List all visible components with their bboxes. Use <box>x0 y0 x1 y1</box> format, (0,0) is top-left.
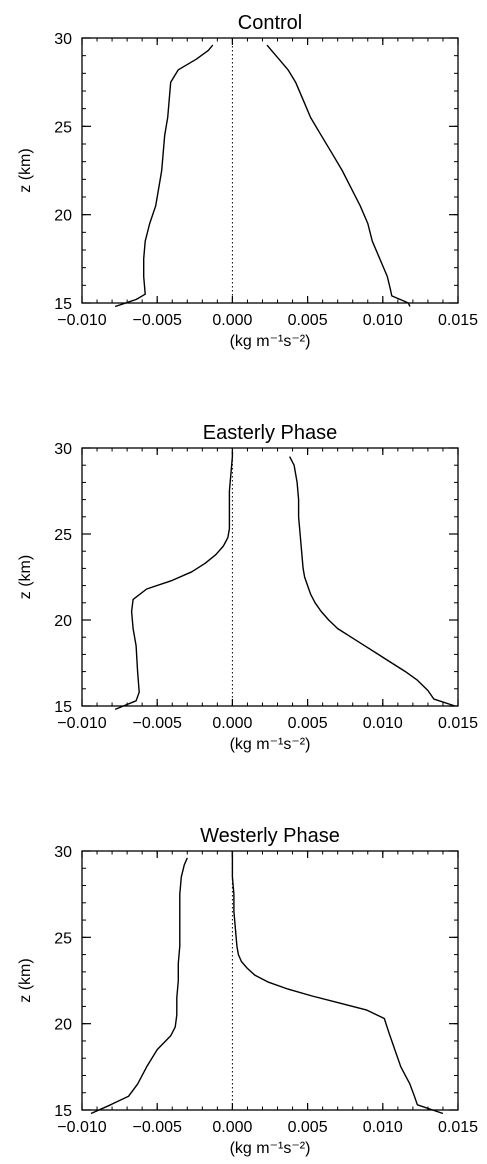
x-tick-label: −0.010 <box>57 312 106 329</box>
x-tick-label: 0.010 <box>363 1119 403 1136</box>
x-axis-label: (kg m⁻¹s⁻²) <box>230 736 311 753</box>
series-line-2 <box>266 44 411 307</box>
y-axis-label: z (km) <box>17 555 34 599</box>
x-tick-label: 0.000 <box>212 715 252 732</box>
x-tick-label: 0.010 <box>363 312 403 329</box>
x-axis-label: (kg m⁻¹s⁻²) <box>230 333 311 350</box>
plot-frame <box>81 447 459 707</box>
x-tick-label: 0.015 <box>438 312 478 329</box>
series-line-1 <box>114 44 214 308</box>
y-tick-label: 15 <box>54 296 72 313</box>
y-tick-label: 30 <box>54 31 72 48</box>
x-tick-label: 0.005 <box>288 715 328 732</box>
chart-panel-1: Control −0.010 −0.005 0.000 0.005 0.010 0.015 1… <box>17 12 478 350</box>
plot-frame <box>81 850 459 1111</box>
y-tick-label: 20 <box>54 613 72 630</box>
x-tick-label: 0.005 <box>288 312 328 329</box>
x-tick-label: −0.010 <box>57 1119 106 1136</box>
y-tick-label: 25 <box>54 119 72 136</box>
series-line-2 <box>288 456 456 707</box>
y-tick-label: 15 <box>54 699 72 716</box>
plot-frame <box>81 37 459 304</box>
x-tick-label: 0.005 <box>288 1119 328 1136</box>
chart-title: Control <box>238 12 302 34</box>
x-tick-label: −0.005 <box>133 1119 182 1136</box>
y-tick-label: 20 <box>54 1017 72 1034</box>
series-line-1 <box>90 857 188 1115</box>
x-tick-label: −0.005 <box>133 312 182 329</box>
series-line-2 <box>231 851 444 1115</box>
x-tick-label: 0.010 <box>363 715 403 732</box>
y-tick-label: 25 <box>54 527 72 544</box>
y-tick-label: 30 <box>54 441 72 458</box>
x-tick-label: 0.000 <box>212 312 252 329</box>
chart-panel-2: Easterly Phase −0.010 −0.005 0.000 0.005 0.01… <box>17 422 478 753</box>
chart-panel-3: Westerly Phase −0.010 −0.005 0.000 0.005 0.01… <box>17 825 478 1157</box>
series-line-1 <box>114 451 234 711</box>
x-tick-label: 0.000 <box>212 1119 252 1136</box>
y-tick-label: 20 <box>54 208 72 225</box>
chart-title: Westerly Phase <box>200 825 340 847</box>
x-tick-label: −0.010 <box>57 715 106 732</box>
chart-title: Easterly Phase <box>203 422 338 444</box>
x-axis-label: (kg m⁻¹s⁻²) <box>230 1140 311 1157</box>
y-tick-label: 15 <box>54 1103 72 1120</box>
y-axis-label: z (km) <box>17 958 34 1002</box>
y-tick-label: 25 <box>54 930 72 947</box>
x-tick-label: −0.005 <box>133 715 182 732</box>
x-tick-label: 0.015 <box>438 715 478 732</box>
y-tick-label: 30 <box>54 844 72 861</box>
y-axis-label: z (km) <box>17 148 34 192</box>
x-tick-label: 0.015 <box>438 1119 478 1136</box>
